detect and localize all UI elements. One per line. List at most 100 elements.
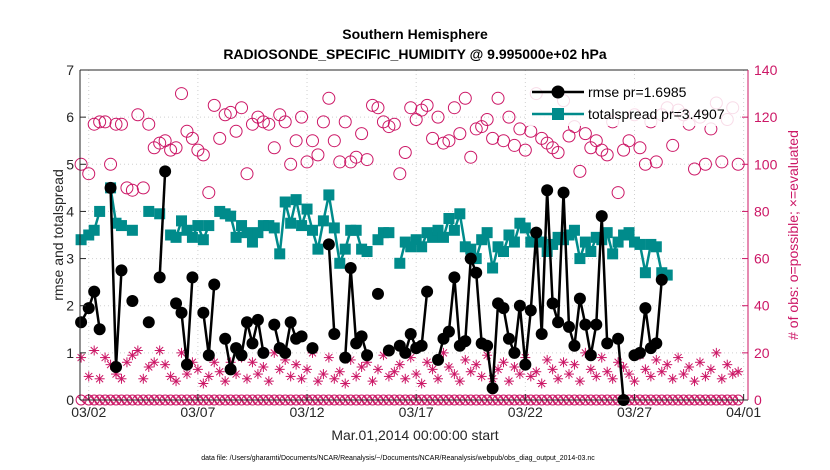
asterisk-stroke [259,363,268,371]
y-tick-label-right: 120 [754,109,778,125]
rmse-point [104,181,117,194]
asterisk-stroke [335,367,344,376]
obs-evaluated-point [525,371,536,382]
asterisk-stroke [450,370,459,378]
totalspread-point [241,227,253,239]
asterisk-stroke [472,360,481,369]
obs-evaluated-point [372,364,383,375]
totalspread-point [361,246,373,257]
obs-evaluated-point [383,371,394,382]
totalspread-point [650,241,662,253]
obs-evaluated-point [263,376,274,387]
obs-possible-point [573,164,587,178]
obs-evaluated-point [607,373,618,384]
obs-evaluated-point [503,376,514,387]
y-tick-label-left: 6 [66,109,74,125]
obs-possible-point [611,186,625,200]
rmse-point [175,306,188,319]
asterisk-stroke [537,379,546,388]
rmse-point [404,328,417,340]
rmse-point [110,361,123,373]
rmse-point [552,316,565,329]
obs-evaluated-point [624,369,635,380]
legend-rmse-marker [551,85,565,99]
obs-possible-point [109,117,123,131]
obs-evaluated-point [154,345,165,356]
totalspread-point [525,236,537,248]
asterisk-stroke [303,365,311,374]
obs-possible-point [224,105,238,119]
asterisk-stroke [428,365,437,374]
obs-evaluated-point [498,357,509,368]
obs-possible-point [562,129,576,143]
legend-rmse-label: rmse pr=1.6985 [588,84,687,100]
rmse-point [584,349,597,362]
asterisk-stroke [221,377,230,385]
asterisk-stroke [385,372,393,381]
asterisk-stroke [232,370,240,378]
asterisk-stroke [679,370,688,378]
asterisk-stroke [314,377,322,385]
obs-evaluated-point [160,359,171,370]
obs-possible-point [518,143,532,157]
obs-possible-point [540,136,554,150]
obs-evaluated-point [645,371,656,382]
obs-possible-point [196,148,210,162]
asterisk-stroke [368,377,377,385]
data-file-footnote: data file: /Users/gharamti/Documents/NCA… [201,455,595,462]
obs-possible-point [398,146,412,159]
obs-evaluated-point [460,354,471,365]
rmse-point [268,318,281,331]
obs-evaluated-point [651,354,662,365]
asterisk-stroke [297,374,306,383]
asterisk-stroke [559,358,568,367]
obs-possible-point [600,148,614,162]
rmse-point [650,337,663,350]
rmse-point [508,346,521,359]
rmse-point [279,346,292,359]
obs-evaluated-point [203,371,214,382]
totalspread-point [334,257,346,269]
obs-evaluated-point [252,369,263,380]
asterisk-stroke [166,372,175,381]
obs-possible-point [136,181,150,195]
obs-possible-point [393,167,407,181]
obs-evaluated-point [318,369,329,380]
obs-possible-point [698,157,712,171]
chart-title: Southern Hemisphere [342,26,488,42]
rmse-point [75,316,88,329]
obs-possible-point [74,157,88,171]
obs-evaluated-point [334,366,345,377]
obs-possible-point [262,117,276,131]
totalspread-point [312,243,324,255]
obs-possible-point [327,134,341,148]
y-tick-label-right: 80 [754,203,770,219]
rmse-point [235,349,248,362]
obs-evaluated-point [449,369,460,380]
obs-evaluated-point [400,373,411,384]
rmse-point [595,210,608,223]
rmse-point [361,349,374,362]
totalspread-point [350,224,362,236]
totalspread-point [203,220,215,232]
rmse-point [590,318,603,331]
rmse-point [82,302,95,315]
asterisk-stroke [445,363,453,371]
asterisk-stroke [150,358,159,367]
obs-evaluated-point [181,369,192,380]
y-axis-label-right: # of obs: o=possible; ×=evaluated [785,130,801,340]
rmse-point [432,353,445,366]
obs-possible-point [360,153,374,167]
y-tick-label-left: 5 [66,156,74,172]
asterisk-stroke [707,365,715,374]
totalspread-point [465,243,477,255]
rmse-line [79,291,101,330]
obs-evaluated-point [662,359,673,370]
totalspread-point [268,222,280,234]
rmse-point [197,306,210,319]
totalspread-point [416,241,428,253]
totalspread-point [607,248,619,260]
totalspread-point [437,231,449,243]
asterisk-stroke [123,358,131,367]
